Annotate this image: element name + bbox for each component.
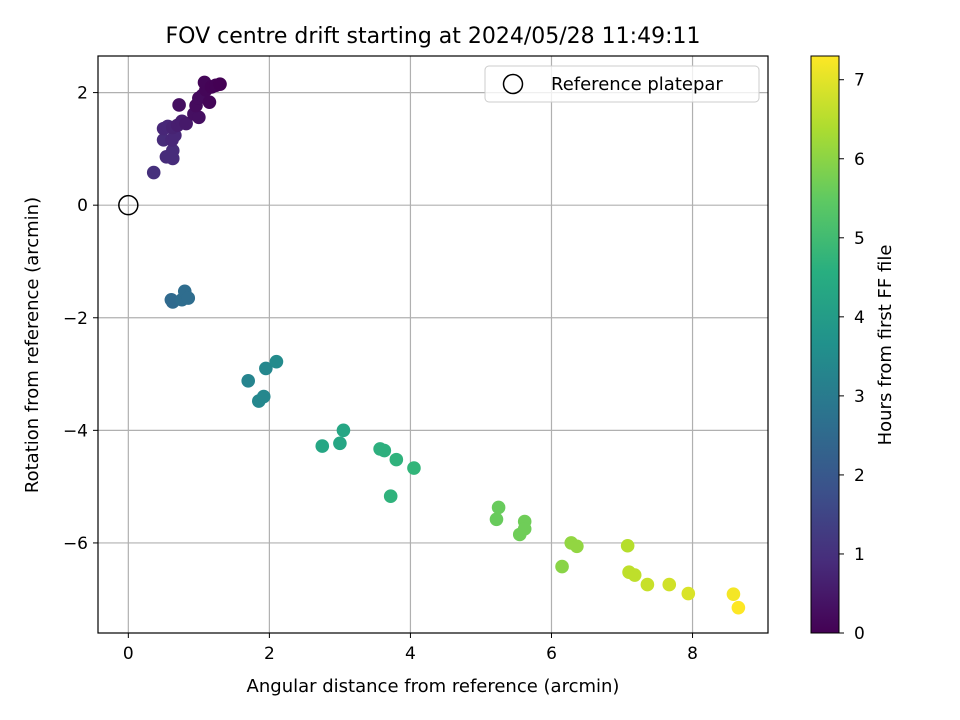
colorbar-tick-label: 0 xyxy=(854,624,865,644)
data-point xyxy=(192,110,206,125)
colorbar-tick-label: 5 xyxy=(854,229,865,249)
data-point xyxy=(620,538,635,553)
data-point xyxy=(555,559,569,574)
reference-marker-group xyxy=(118,194,139,216)
data-point xyxy=(315,439,330,453)
data-points xyxy=(146,75,746,615)
y-tick-label: 2 xyxy=(77,84,88,104)
data-point xyxy=(662,577,677,592)
x-tick-label: 6 xyxy=(546,644,557,664)
data-point xyxy=(407,461,421,475)
colorbar-tick-label: 2 xyxy=(854,466,865,486)
data-point xyxy=(640,577,655,592)
x-axis-label: Angular distance from reference (arcmin) xyxy=(247,676,620,697)
colorbar-tick-label: 7 xyxy=(854,71,865,91)
data-point xyxy=(179,116,193,131)
data-point xyxy=(165,143,180,158)
data-point xyxy=(259,361,273,376)
x-tick-label: 2 xyxy=(264,644,275,664)
y-axis-label: Rotation from reference (arcmin) xyxy=(22,197,43,493)
x-tick-label: 8 xyxy=(687,644,698,664)
data-point xyxy=(336,423,351,438)
legend-marker-icon xyxy=(502,73,524,95)
colorbar-tick-label: 3 xyxy=(854,387,865,407)
colorbar-tick-label: 1 xyxy=(854,545,865,565)
y-axis-ticks: −6 −4 −2 0 2 xyxy=(63,84,98,554)
data-point xyxy=(489,512,504,527)
data-point xyxy=(627,568,642,582)
colorbar-ticks: 0 1 2 3 4 5 6 7 xyxy=(839,71,865,644)
data-point xyxy=(146,165,161,180)
data-point xyxy=(202,95,217,109)
y-tick-label: −4 xyxy=(63,421,88,441)
data-point xyxy=(570,539,584,554)
y-tick-label: 0 xyxy=(77,196,88,216)
plot-frame xyxy=(97,55,769,634)
data-point xyxy=(256,389,271,404)
colorbar-tick-label: 4 xyxy=(854,308,865,328)
data-point xyxy=(726,587,741,601)
data-point xyxy=(181,291,196,305)
y-tick-label: −2 xyxy=(63,309,88,329)
data-point xyxy=(213,77,227,91)
y-tick-label: −6 xyxy=(63,534,88,554)
reference-marker xyxy=(118,194,139,216)
colorbar-tick-label: 6 xyxy=(854,150,865,170)
legend: Reference platepar xyxy=(484,65,760,103)
x-axis-ticks: 0 2 4 6 8 xyxy=(123,633,698,664)
data-point xyxy=(377,443,392,458)
data-point xyxy=(172,98,186,112)
data-point xyxy=(389,452,404,467)
chart-title: FOV centre drift starting at 2024/05/28 … xyxy=(166,24,701,49)
colorbar-label: Hours from first FF file xyxy=(875,245,896,446)
data-point xyxy=(491,500,506,515)
colorbar xyxy=(810,55,840,634)
data-point xyxy=(517,522,532,536)
x-tick-label: 0 xyxy=(123,644,134,664)
data-point xyxy=(383,489,398,504)
data-point xyxy=(681,586,696,601)
data-point xyxy=(269,354,284,369)
x-tick-label: 4 xyxy=(405,644,416,664)
data-point xyxy=(731,600,746,615)
legend-box xyxy=(484,65,760,103)
data-point xyxy=(333,436,347,451)
data-point xyxy=(241,374,256,388)
legend-entry-label: Reference platepar xyxy=(551,74,723,95)
